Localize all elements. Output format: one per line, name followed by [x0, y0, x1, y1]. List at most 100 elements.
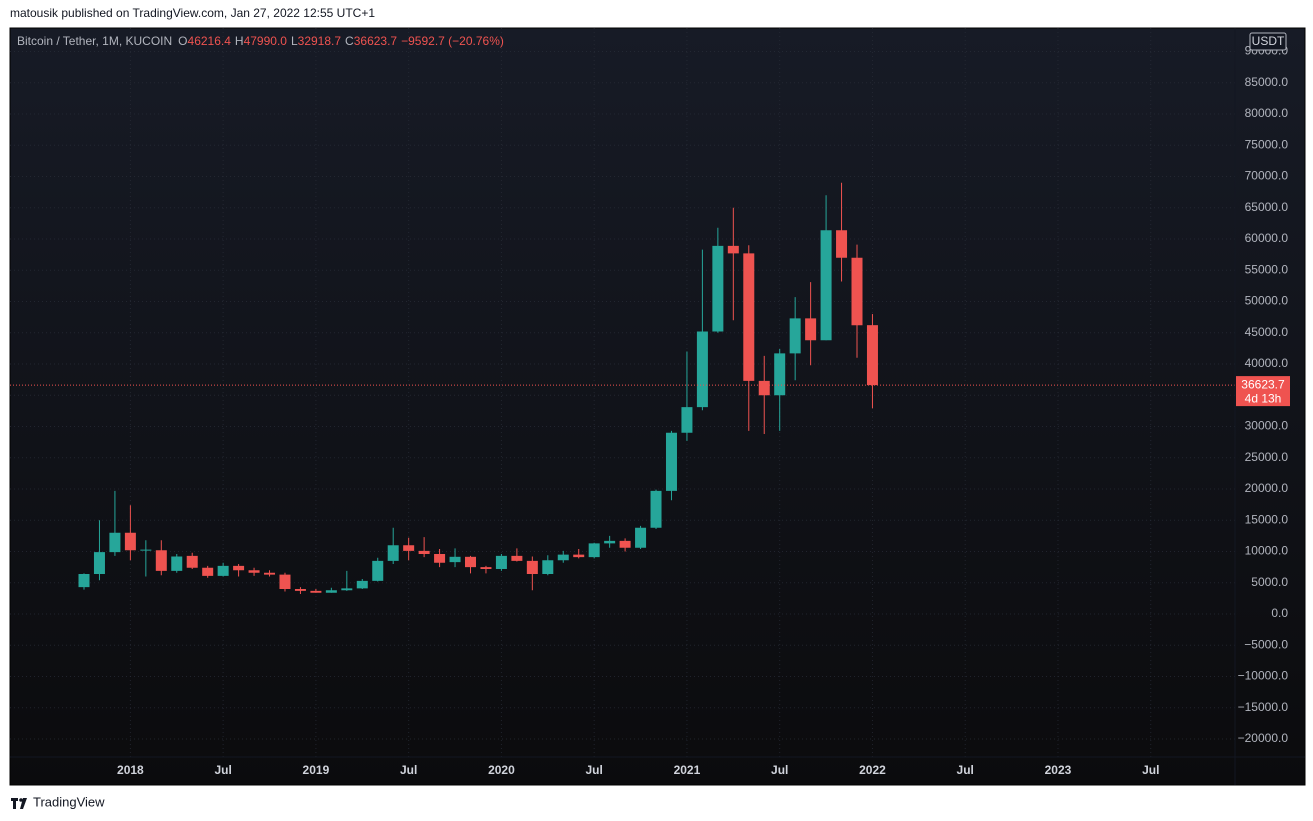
x-tick-label: 2020	[488, 763, 515, 777]
y-tick-label: −15000.0	[1238, 700, 1289, 714]
ohlc-value: 46216.4	[188, 34, 232, 48]
x-tick-label: 2019	[303, 763, 330, 777]
candle-body	[511, 555, 523, 561]
candle-body	[743, 253, 755, 381]
y-tick-label: 75000.0	[1245, 137, 1289, 151]
candle-body	[619, 540, 631, 548]
candle-body	[650, 490, 662, 528]
last-price-label: 36623.7	[1241, 377, 1285, 391]
candle-body	[264, 572, 276, 575]
x-tick-label: Jul	[586, 763, 603, 777]
candle-body	[217, 565, 229, 576]
chart-area	[9, 27, 1306, 786]
candle-body	[372, 560, 384, 581]
candle-body	[727, 245, 739, 254]
y-tick-label: 40000.0	[1245, 356, 1289, 370]
candle-body	[202, 567, 214, 576]
ohlc-key: H	[235, 34, 244, 48]
x-tick-label: Jul	[400, 763, 417, 777]
candle-body	[696, 331, 708, 408]
x-tick-label: 2018	[117, 763, 144, 777]
x-tick-label: 2021	[674, 763, 701, 777]
candle-body	[789, 318, 801, 354]
y-tick-label: −5000.0	[1244, 637, 1288, 651]
y-tick-label: 80000.0	[1245, 106, 1289, 120]
candle-body	[449, 556, 461, 563]
candle-body	[186, 555, 198, 568]
candle-body	[542, 560, 554, 574]
y-tick-label: 5000.0	[1251, 575, 1288, 589]
ohlc-key: L	[291, 34, 298, 48]
footer-logo	[11, 798, 27, 809]
change-value: −9592.7 (−20.76%)	[401, 34, 504, 48]
ohlc-value: 32918.7	[298, 34, 342, 48]
ohlc-key: O	[178, 34, 187, 48]
y-tick-label: 50000.0	[1245, 294, 1289, 308]
candle-body	[480, 567, 492, 569]
candle-body	[665, 432, 677, 491]
candle-body	[155, 550, 167, 571]
y-tick-label: −20000.0	[1238, 731, 1289, 745]
candle-body	[774, 353, 786, 396]
candle-body	[356, 580, 368, 589]
y-tick-label: 70000.0	[1245, 169, 1289, 183]
candle-body	[851, 257, 863, 326]
ohlc-value: 36623.7	[354, 34, 398, 48]
candle-body	[403, 545, 415, 551]
candle-body	[758, 380, 770, 396]
candle-body	[233, 565, 245, 571]
y-tick-label: 0.0	[1271, 606, 1288, 620]
y-tick-label: 30000.0	[1245, 419, 1289, 433]
x-tick-label: Jul	[771, 763, 788, 777]
published-line: matousik published on TradingView.com, J…	[10, 6, 375, 20]
candle-body	[635, 527, 647, 548]
y-tick-label: 15000.0	[1245, 512, 1289, 526]
candle-body	[109, 532, 121, 553]
y-tick-label: 25000.0	[1245, 450, 1289, 464]
candle-body	[434, 554, 446, 563]
candle-body	[526, 560, 538, 574]
candle-body	[294, 589, 306, 591]
candle-body	[171, 556, 183, 571]
ohlc-key: C	[345, 34, 354, 48]
x-tick-label: Jul	[957, 763, 974, 777]
x-tick-label: Jul	[1142, 763, 1159, 777]
y-tick-label: 85000.0	[1245, 75, 1289, 89]
candle-body	[588, 543, 600, 558]
candle-body	[78, 574, 90, 588]
countdown-label: 4d 13h	[1245, 391, 1282, 405]
x-tick-label: 2022	[859, 763, 886, 777]
x-tick-label: Jul	[214, 763, 231, 777]
y-tick-label: 20000.0	[1245, 481, 1289, 495]
candle-body	[279, 574, 291, 589]
candle-body	[681, 407, 693, 433]
candle-body	[310, 590, 322, 593]
candle-body	[573, 554, 585, 558]
candle-body	[836, 230, 848, 258]
y-tick-label: 60000.0	[1245, 231, 1289, 245]
ohlc-value: 47990.0	[244, 34, 288, 48]
candle-body	[387, 545, 399, 561]
y-tick-label: 55000.0	[1245, 262, 1289, 276]
x-tick-label: 2023	[1045, 763, 1072, 777]
candle-body	[93, 552, 105, 574]
y-tick-label: 45000.0	[1245, 325, 1289, 339]
candle-body	[712, 245, 724, 332]
footer-brand: TradingView	[33, 794, 105, 809]
candle-body	[557, 554, 569, 561]
candle-body	[866, 325, 878, 386]
candle-body	[124, 532, 136, 551]
candle-body	[248, 570, 260, 573]
y-tick-label: 65000.0	[1245, 200, 1289, 214]
y-tick-label: −10000.0	[1238, 669, 1289, 683]
candle-body	[341, 588, 353, 591]
candle-body	[604, 540, 616, 544]
candle-body	[325, 590, 337, 593]
candle-body	[418, 550, 430, 554]
candle-body	[465, 556, 476, 568]
symbol-legend: Bitcoin / Tether, 1M, KUCOIN O46216.4 H479…	[17, 34, 504, 48]
symbol: Bitcoin / Tether, 1M, KUCOIN	[17, 34, 172, 48]
candle-body	[495, 555, 507, 569]
